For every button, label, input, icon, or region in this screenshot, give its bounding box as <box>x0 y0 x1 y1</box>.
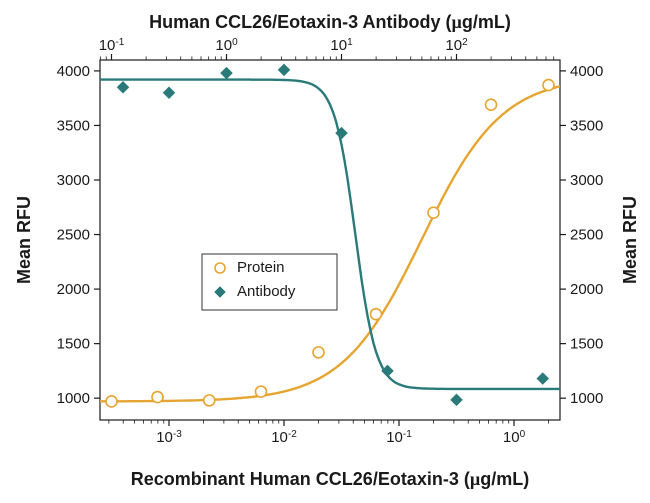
x-bottom-title: Recombinant Human CCL26/Eotaxin-3 (µg/mL… <box>131 469 529 489</box>
y-left-tick-label: 1500 <box>57 336 90 353</box>
x-top-tick-label: 10-1 <box>99 37 125 55</box>
x-bottom-tick-label: 10-3 <box>156 429 182 447</box>
dose-response-chart: 10-3 10-2 10-1 100 10-1 100 101 102 1000 1000 1500… <box>0 0 650 503</box>
y-left-tick-label: 2000 <box>57 281 90 298</box>
y-left-tick-label: 3000 <box>57 172 90 189</box>
y-left-tick-label: 4000 <box>57 63 90 80</box>
x-bottom-tick-label: 100 <box>503 429 526 447</box>
plot-area <box>100 60 560 420</box>
protein-point <box>543 80 554 91</box>
x-top-tick-label: 101 <box>330 37 353 55</box>
protein-point <box>313 347 324 358</box>
x-top-title: Human CCL26/Eotaxin-3 Antibody (µg/mL) <box>149 12 511 32</box>
y-left-tick-label: 1000 <box>57 390 90 407</box>
protein-point <box>428 207 439 218</box>
y-right-title: Mean RFU <box>620 196 640 284</box>
y-right-tick-label: 3500 <box>570 117 603 134</box>
y-left-tick-label: 2500 <box>57 227 90 244</box>
protein-point <box>486 99 497 110</box>
x-top-tick-label: 100 <box>215 37 238 55</box>
y-right-tick-label: 4000 <box>570 63 603 80</box>
protein-point <box>371 309 382 320</box>
y-left-tick-label: 3500 <box>57 117 90 134</box>
protein-point <box>152 392 163 403</box>
legend-label: Antibody <box>237 283 296 300</box>
y-right-tick-label: 1000 <box>570 390 603 407</box>
y-right-tick-label: 2000 <box>570 281 603 298</box>
y-left-title: Mean RFU <box>14 196 34 284</box>
protein-point <box>204 395 215 406</box>
legend-marker-protein <box>215 263 225 273</box>
x-bottom-tick-label: 10-2 <box>271 429 297 447</box>
x-bottom-tick-label: 10-1 <box>386 429 412 447</box>
protein-point <box>106 396 117 407</box>
protein-point <box>256 386 267 397</box>
chart-container: 10-3 10-2 10-1 100 10-1 100 101 102 1000 1000 1500… <box>0 0 650 503</box>
y-right-tick-label: 1500 <box>570 336 603 353</box>
x-top-tick-label: 102 <box>445 37 468 55</box>
y-right-tick-label: 2500 <box>570 227 603 244</box>
y-right-tick-label: 3000 <box>570 172 603 189</box>
legend-label: Protein <box>237 259 285 276</box>
